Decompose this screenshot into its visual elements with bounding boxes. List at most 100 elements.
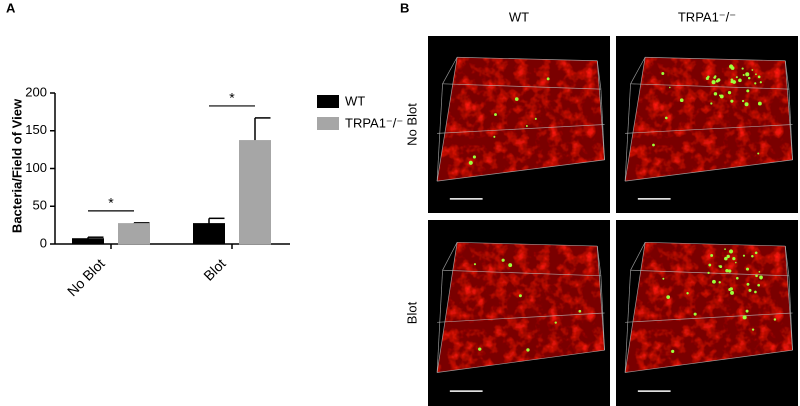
bacteria-speck [773,318,777,321]
tissue-texture [437,242,605,373]
bacteria-speck [686,292,689,295]
bacteria-speck [713,92,718,96]
bar [118,223,150,245]
bar [239,140,271,245]
bacteria-speck [717,78,721,82]
tissue-texture [625,242,793,373]
bacteria-speck [679,98,684,103]
bacteria-speck [664,116,668,120]
wireframe [596,246,605,351]
bacteria-speck [718,265,721,267]
bacteria-speck [746,282,750,286]
bacteria-speck [478,347,482,351]
bacteria-speck [724,248,726,251]
bacteria-speck [710,254,714,257]
bacteria-speck [724,256,728,261]
bacteria-speck [666,295,671,299]
wireframe [645,56,786,62]
bacteria-speck [742,73,745,76]
bacteria-speck [745,267,750,271]
legend-label: TRPA1⁻/⁻ [345,115,403,130]
legend-label: WT [345,93,365,108]
bacteria-speck [661,71,665,75]
wireframe [436,270,443,373]
bacteria-speck [707,271,710,275]
bacteria-speck [742,254,746,257]
bacteria-speck [493,135,496,138]
x-tick-label: Blot [200,255,228,283]
bacteria-speck [741,99,745,103]
bacteria-speck [745,72,750,77]
bacteria-speck [730,99,734,103]
bacteria-speck [711,80,716,85]
bacteria-speck [746,89,750,93]
wireframe [457,241,598,247]
bacteria-speck [514,97,519,101]
bacteria-speck [754,290,757,294]
bacteria-speck [757,101,762,106]
bacteria-speck [473,263,477,266]
bacteria-speck [751,69,754,71]
wireframe [645,241,786,247]
significance-marker: * [108,195,114,211]
bacteria-speck [728,249,734,254]
bacteria-speck [751,328,755,331]
wireframe [625,159,793,182]
bacteria-speck [554,321,557,324]
bacteria-speck [745,309,749,313]
bacteria-speck [525,125,528,127]
bacteria-speck [730,80,733,84]
micrograph [616,220,798,406]
bacteria-speck [718,281,721,284]
wireframe [437,124,605,134]
bacteria-speck [501,258,505,262]
significance-marker: * [229,90,235,106]
row-label: No Blot [404,103,419,146]
micrograph [616,36,798,213]
legend-swatch [317,117,339,130]
bacteria-speck [730,66,735,70]
y-tick-label: 200 [25,84,47,99]
wireframe [457,56,598,62]
bacteria-speck [705,76,709,81]
bacteria-speck [747,76,751,80]
bacteria-speck [730,78,734,82]
row-label: Blot [404,301,419,324]
y-tick-label: 100 [25,160,47,175]
bacteria-speck [719,94,724,99]
wireframe [784,246,793,351]
wireframe [630,57,646,84]
bacteria-speck [494,113,497,117]
bacteria-speck [671,349,675,353]
bacteria-speck [508,263,513,268]
panel-label: B [400,0,409,15]
bacteria-speck [738,78,742,83]
wireframe [625,312,793,323]
bacteria-speck [727,91,732,95]
bacteria-speck [728,287,732,292]
bar [72,238,104,245]
bacteria-speck [468,160,473,165]
bacteria-speck [712,279,716,284]
panel-label: A [6,0,16,15]
bacteria-speck [732,256,736,261]
wireframe [596,60,605,160]
bacteria-speck [662,277,665,280]
wireframe [624,242,646,373]
bacteria-speck [751,254,754,258]
bacteria-speck [526,348,530,352]
bar [193,223,225,245]
micrograph [428,220,610,406]
bacteria-speck [693,312,697,316]
wireframe [436,83,443,182]
bacteria-speck [744,102,749,107]
bacteria-speck [652,143,655,147]
wireframe [630,242,646,271]
micrograph [428,36,610,213]
bacteria-speck [735,276,739,280]
x-tick-label: No Blot [64,255,108,299]
bacteria-speck [732,80,736,84]
bacteria-speck [757,152,760,155]
bacteria-speck [730,290,734,295]
